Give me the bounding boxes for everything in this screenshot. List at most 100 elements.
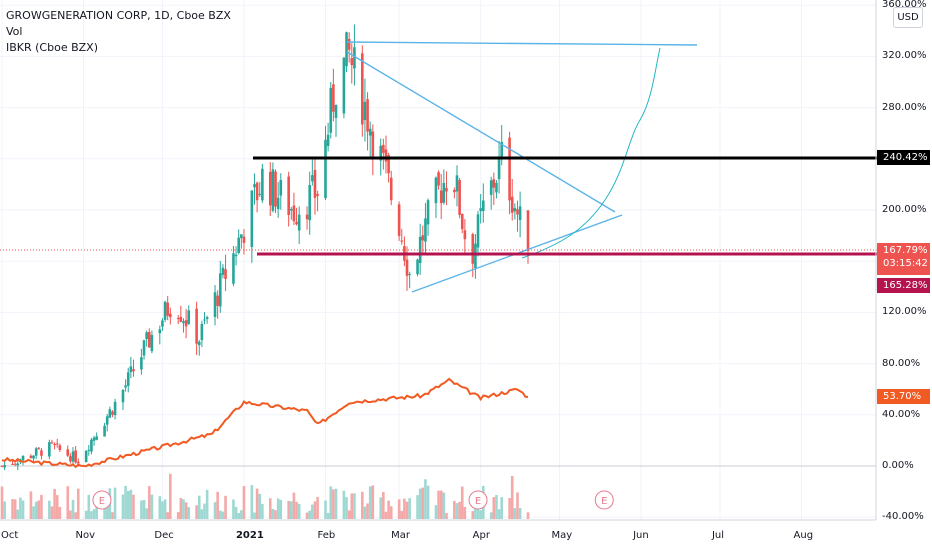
candle-body — [121, 389, 125, 403]
volume-bar — [187, 507, 191, 519]
chart-legend: GROWGENERATION CORP, 1D, Cboe BZX Vol IB… — [6, 8, 231, 56]
candle-body — [147, 332, 151, 348]
volume-bar — [474, 500, 477, 519]
volume-bar — [508, 497, 511, 519]
volume-bar — [279, 499, 283, 519]
candle-body — [516, 209, 519, 215]
volume-bar — [166, 512, 169, 519]
volume-bar — [361, 491, 364, 519]
earnings-marker — [594, 490, 614, 510]
candle-body — [132, 369, 135, 372]
volume-bar — [424, 479, 427, 519]
volume-bar — [403, 498, 406, 519]
volume-bar — [76, 488, 80, 519]
candle-body — [113, 401, 117, 416]
volume-bar — [329, 486, 333, 519]
candle-body — [445, 187, 448, 192]
volume-bar — [87, 494, 91, 519]
volume-bar — [218, 510, 222, 519]
volume-bar — [295, 501, 298, 519]
volume-bar — [292, 492, 296, 519]
candle-body — [408, 273, 411, 275]
volume-bar — [308, 510, 312, 519]
candle-body — [479, 208, 482, 212]
time-axis-tick: Apr — [472, 530, 490, 541]
candle-body — [453, 189, 456, 193]
candle-body — [342, 57, 346, 114]
compare-legend-label[interactable]: IBKR (Cboe BZX) — [6, 41, 99, 54]
candle-body — [389, 177, 393, 201]
volume-bar — [258, 493, 262, 519]
time-axis-tick: Dec — [154, 530, 174, 541]
candle-body — [58, 445, 62, 450]
candle-body — [397, 204, 401, 236]
volume-bar — [200, 509, 204, 519]
candle-body — [500, 142, 503, 157]
candle-body — [221, 267, 225, 275]
volume-bar — [334, 488, 338, 519]
volume-bar — [216, 491, 219, 519]
volume-bar — [326, 512, 330, 519]
candle-body — [290, 208, 293, 211]
candle-body — [187, 310, 191, 324]
currency-button[interactable]: USD — [893, 7, 923, 28]
candle-body — [368, 128, 372, 136]
volume-bar — [255, 488, 259, 519]
candle-body — [195, 308, 198, 344]
volume-bar — [261, 503, 264, 519]
last-price-value: 167.79% — [883, 245, 928, 256]
volume-bar — [382, 491, 385, 519]
candle-body — [268, 171, 272, 206]
volume-bar — [140, 500, 143, 519]
symbol-title[interactable]: GROWGENERATION CORP, 1D, Cboe BZX — [6, 9, 231, 22]
volume-legend-label[interactable]: Vol — [6, 25, 23, 38]
projection-curve[interactable] — [521, 47, 661, 259]
volume-bar — [74, 512, 77, 519]
candle-body — [103, 425, 106, 437]
top-horizontal-trendline[interactable] — [346, 41, 698, 46]
candle-body — [400, 240, 404, 242]
volume-bar — [158, 496, 162, 519]
compare-last-badge: 53.70% — [877, 389, 930, 404]
candle-body — [32, 455, 35, 459]
volume-bar — [268, 498, 272, 519]
candle-body — [274, 171, 277, 207]
volume-bar — [13, 499, 17, 519]
time-axis-tick: Nov — [75, 530, 96, 541]
candle-body — [213, 292, 217, 317]
volume-bar — [195, 505, 198, 519]
volume-bar — [37, 500, 41, 519]
candle-body — [526, 210, 530, 251]
time-axis-tick: Oct — [1, 530, 19, 541]
volume-bar — [242, 486, 246, 519]
volume-bar — [66, 486, 70, 519]
volume-bar — [311, 504, 314, 519]
candle-body — [76, 461, 80, 464]
candle-body — [176, 317, 180, 319]
candle-body — [87, 449, 91, 451]
candle-body — [126, 372, 130, 386]
price-axis-tick: 320.00% — [882, 50, 927, 62]
time-axis-tick: Jun — [633, 530, 649, 541]
trendline-drawings[interactable] — [0, 41, 878, 293]
volume-bar — [305, 512, 309, 519]
candle-body — [74, 450, 77, 463]
candle-body — [50, 442, 54, 444]
volume-bar — [253, 512, 256, 519]
earnings-marker-label: E — [99, 496, 105, 507]
candle-body — [324, 139, 327, 199]
volume-bar — [400, 511, 404, 519]
volume-bar — [0, 486, 4, 519]
volume-bar — [113, 487, 117, 519]
volume-bar — [126, 490, 130, 519]
volume-bar — [124, 485, 127, 519]
candle-body — [255, 182, 259, 201]
candle-body — [0, 465, 4, 467]
candle-body — [471, 234, 475, 264]
candle-body — [158, 329, 162, 334]
descending-trendline[interactable] — [346, 51, 616, 213]
candle-body — [258, 193, 262, 195]
candle-body — [332, 84, 335, 112]
